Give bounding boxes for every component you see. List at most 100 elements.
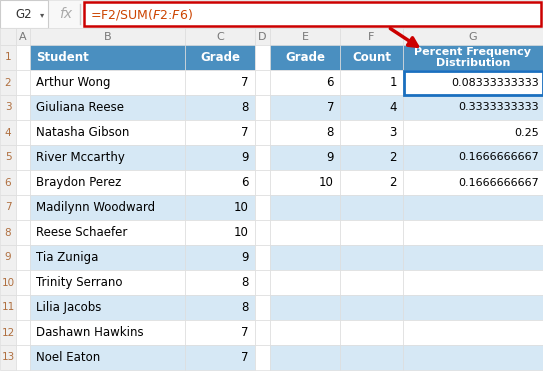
Text: 7: 7 (5, 203, 11, 213)
Bar (30, 95, 185, 120)
Text: 8: 8 (5, 228, 11, 238)
Bar (255, 220, 270, 245)
Bar (0, 220, 16, 245)
Bar (403, 95, 543, 120)
Bar (255, 28, 270, 45)
Text: 13: 13 (2, 352, 15, 363)
Bar (270, 120, 340, 145)
Text: 2: 2 (389, 151, 397, 164)
Bar (16, 345, 30, 370)
Bar (403, 295, 543, 320)
Bar (16, 95, 30, 120)
Bar (255, 170, 270, 195)
Bar (16, 28, 30, 45)
Bar (185, 70, 255, 95)
Bar (185, 295, 255, 320)
Bar (0, 245, 16, 270)
Bar (0, 145, 16, 170)
Bar (16, 170, 30, 195)
Text: Natasha Gibson: Natasha Gibson (36, 126, 129, 139)
Text: Arthur Wong: Arthur Wong (36, 76, 110, 89)
Bar (16, 245, 30, 270)
Bar (0, 195, 16, 220)
Text: 11: 11 (2, 303, 15, 313)
Bar (270, 95, 340, 120)
Bar (185, 245, 255, 270)
Bar (270, 320, 340, 345)
Text: 9: 9 (5, 253, 11, 263)
Text: 5: 5 (5, 153, 11, 163)
Text: 0.1666666667: 0.1666666667 (458, 178, 539, 188)
Bar (340, 45, 403, 70)
Bar (403, 220, 543, 245)
Bar (340, 320, 403, 345)
Bar (0, 0, 543, 28)
Bar (0, 45, 16, 70)
Text: Dashawn Hawkins: Dashawn Hawkins (36, 326, 144, 339)
Text: Lilia Jacobs: Lilia Jacobs (36, 301, 102, 314)
Bar (0, 320, 16, 345)
Bar (30, 28, 185, 45)
Bar (30, 295, 185, 320)
Bar (255, 195, 270, 220)
Text: D: D (258, 31, 267, 41)
Bar (30, 45, 185, 70)
Bar (403, 70, 542, 94)
Bar (185, 45, 255, 70)
Bar (30, 70, 185, 95)
Bar (270, 70, 340, 95)
Bar (255, 45, 270, 70)
Bar (255, 295, 270, 320)
Bar (0, 28, 543, 45)
Bar (16, 120, 30, 145)
Text: Braydon Perez: Braydon Perez (36, 176, 122, 189)
Text: 9: 9 (326, 151, 334, 164)
Bar (30, 195, 185, 220)
Bar (16, 195, 30, 220)
Bar (0, 28, 16, 45)
Bar (403, 28, 543, 45)
Text: 10: 10 (319, 176, 334, 189)
Bar (0, 170, 16, 195)
Text: 1: 1 (5, 53, 11, 63)
Bar (30, 120, 185, 145)
Bar (185, 270, 255, 295)
Text: 0.25: 0.25 (514, 128, 539, 138)
Bar (30, 170, 185, 195)
Text: A: A (19, 31, 27, 41)
Bar (270, 345, 340, 370)
Text: 8: 8 (242, 301, 249, 314)
Text: 10: 10 (2, 278, 15, 288)
Text: Reese Schaefer: Reese Schaefer (36, 226, 128, 239)
Bar (403, 70, 543, 95)
Bar (270, 170, 340, 195)
Text: 4: 4 (5, 128, 11, 138)
Text: Count: Count (352, 51, 391, 64)
Bar (340, 345, 403, 370)
Text: Trinity Serrano: Trinity Serrano (36, 276, 123, 289)
Bar (270, 28, 340, 45)
Bar (340, 95, 403, 120)
Text: =F2/SUM($F$2:$F$6): =F2/SUM($F$2:$F$6) (90, 6, 193, 22)
Text: ▾: ▾ (40, 10, 44, 19)
Text: Tia Zuniga: Tia Zuniga (36, 251, 98, 264)
Text: 6: 6 (326, 76, 334, 89)
Text: Percent Frequency
Distribution: Percent Frequency Distribution (414, 47, 532, 68)
Bar (185, 170, 255, 195)
Bar (340, 28, 403, 45)
Bar (340, 295, 403, 320)
Bar (270, 245, 340, 270)
Bar (270, 195, 340, 220)
Bar (185, 120, 255, 145)
Bar (30, 220, 185, 245)
Text: 0.3333333333: 0.3333333333 (458, 103, 539, 113)
Text: Grade: Grade (285, 51, 325, 64)
Text: 10: 10 (234, 201, 249, 214)
Bar (185, 28, 255, 45)
Text: 8: 8 (327, 126, 334, 139)
Bar (185, 220, 255, 245)
Bar (403, 270, 543, 295)
Bar (0, 295, 16, 320)
Bar (340, 270, 403, 295)
Text: G2: G2 (16, 7, 33, 21)
